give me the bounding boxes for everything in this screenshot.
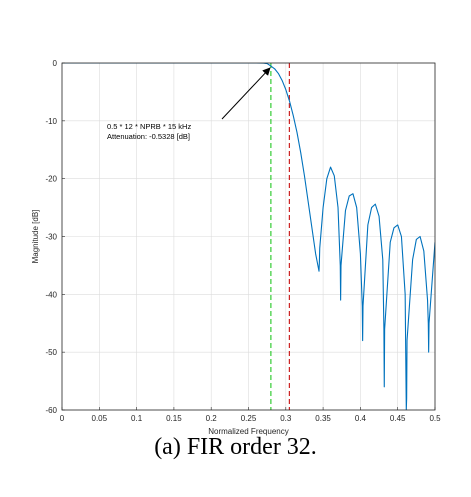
y-tick-label: 0 <box>53 59 58 68</box>
figure-caption: (a) FIR order 32. <box>154 434 317 460</box>
x-tick-label: 0.15 <box>166 414 182 423</box>
y-tick-label: -30 <box>45 233 57 242</box>
axis-ticks: 0 0.05 0.1 0.15 0.2 0.25 0.3 0.35 0.4 0.45 0.5 0 -10… <box>45 59 441 423</box>
annotation-line-1: 0.5 * 12 * NPRB * 15 kHz <box>107 122 191 131</box>
x-tick-label: 0 <box>60 414 65 423</box>
x-tick-label: 0.1 <box>131 414 143 423</box>
y-axis-label: Magnitude [dB] <box>31 210 40 264</box>
x-axis-label: Normalized Frequency <box>208 427 288 436</box>
y-tick-label: -20 <box>45 175 57 184</box>
x-tick-label: 0.45 <box>390 414 406 423</box>
series-line <box>62 63 435 410</box>
x-tick-label: 0.4 <box>355 414 367 423</box>
y-tick-label: -50 <box>45 348 57 357</box>
y-tick-label: -10 <box>45 117 57 126</box>
x-tick-label: 0.05 <box>92 414 108 423</box>
annotation-line-2: Attenuation: -0.5328 [dB] <box>107 132 190 141</box>
x-tick-label: 0.2 <box>206 414 218 423</box>
x-tick-label: 0.35 <box>315 414 331 423</box>
y-tick-label: -60 <box>45 406 57 415</box>
x-tick-label: 0.25 <box>241 414 257 423</box>
annotation: 0.5 * 12 * NPRB * 15 kHz Attenuation: -0… <box>107 67 271 141</box>
x-tick-label: 0.5 <box>429 414 441 423</box>
annotation-arrow <box>221 67 271 120</box>
x-tick-label: 0.3 <box>280 414 292 423</box>
y-tick-label: -40 <box>45 290 57 299</box>
